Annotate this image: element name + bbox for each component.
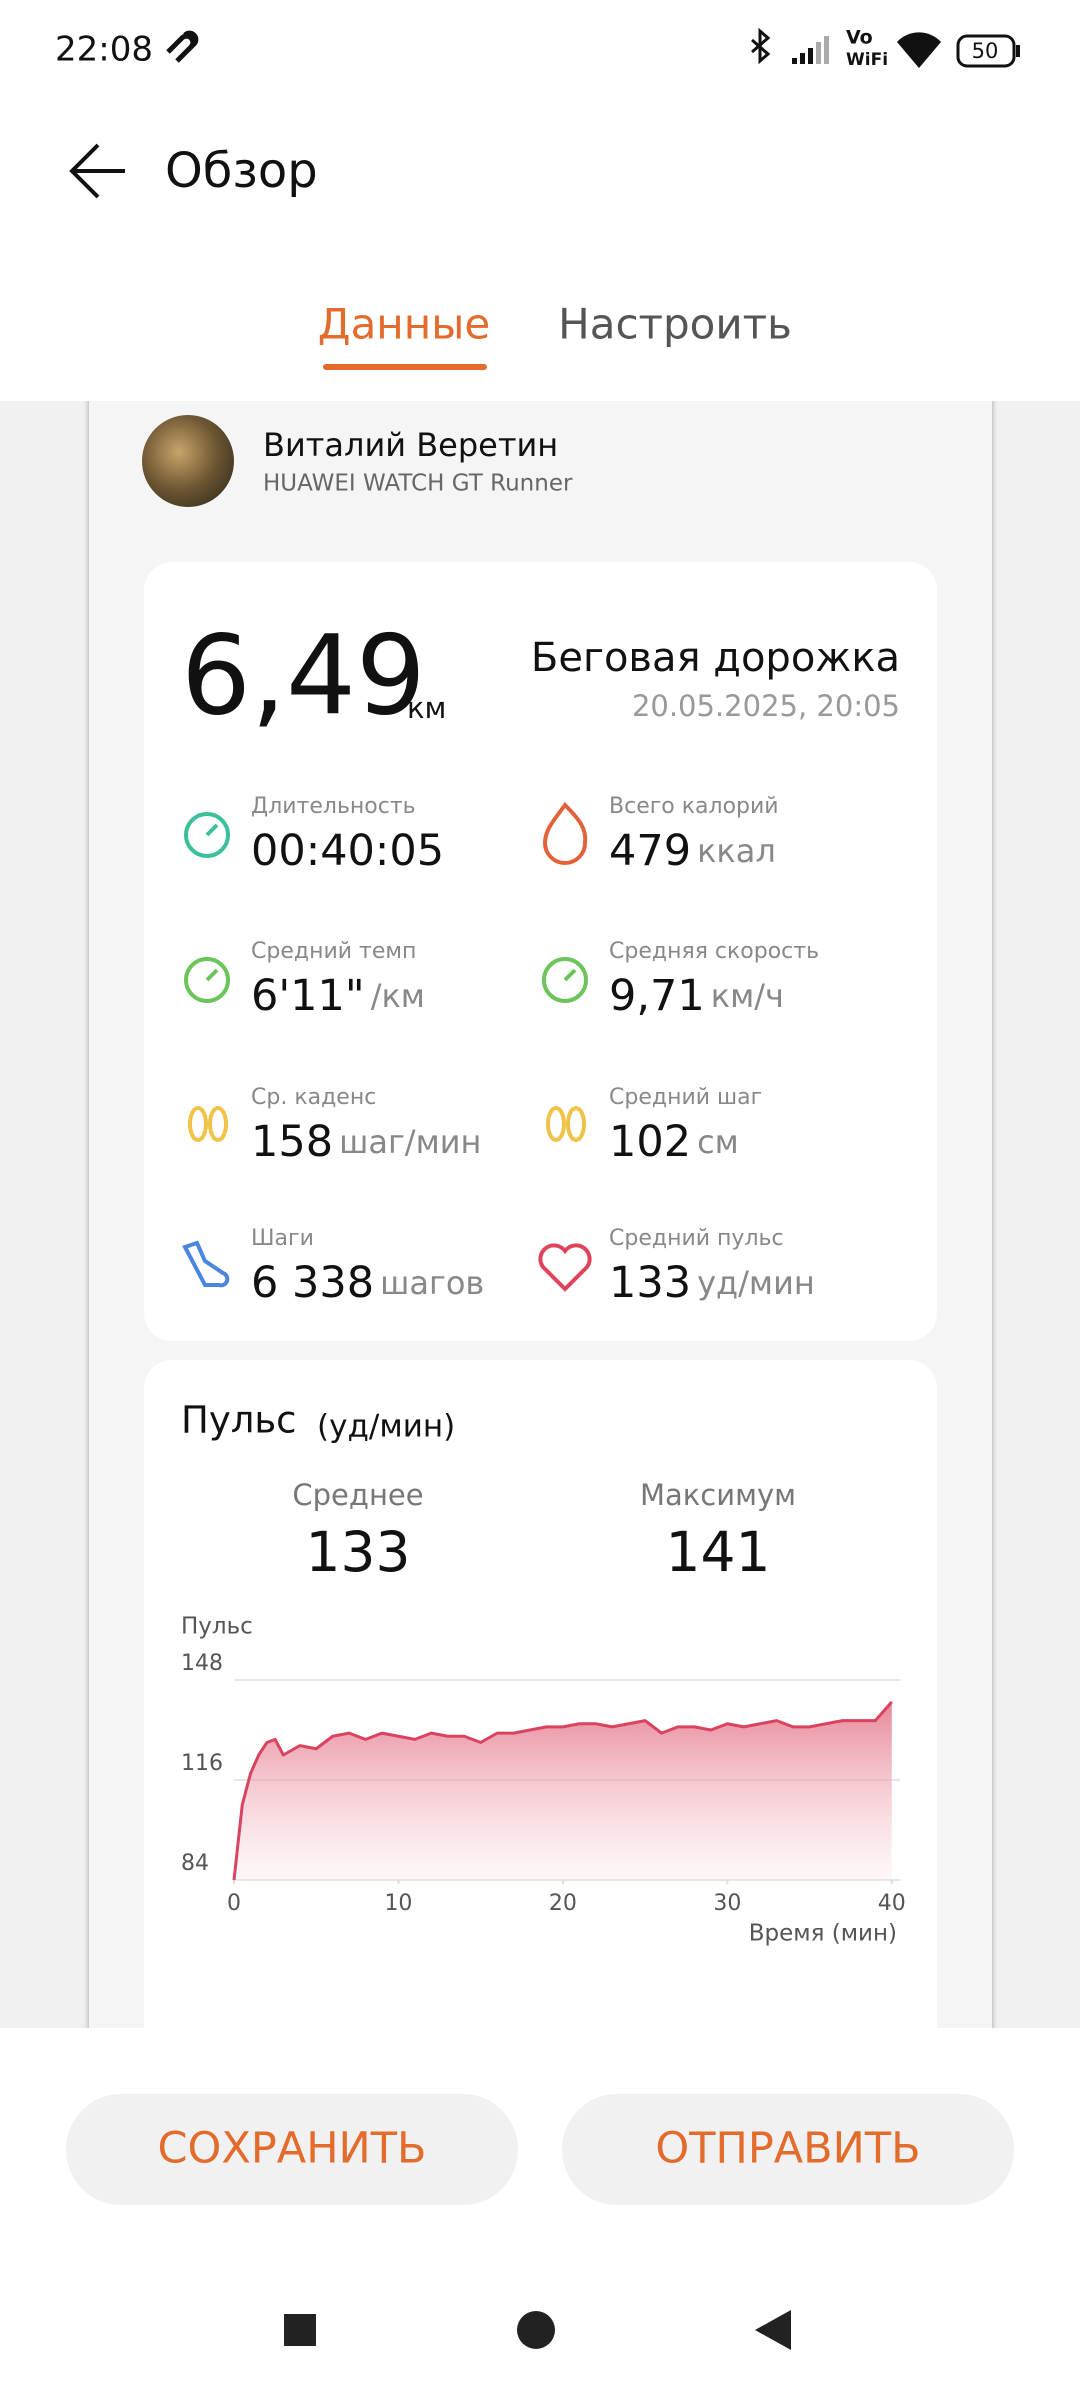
metric-label: Средний пульс <box>609 1226 784 1251</box>
metric-number: 00:40:05 <box>251 826 444 876</box>
nav-back[interactable] <box>755 2310 791 2350</box>
vo-label: Vo <box>846 27 873 49</box>
avg-value: 133 <box>306 1520 411 1584</box>
x-tick-label: 30 <box>713 1891 741 1916</box>
metric-label: Всего калорий <box>609 794 779 819</box>
battery-icon <box>956 34 1016 68</box>
metric-unit: ккал <box>697 832 776 870</box>
metric-number: 133 <box>609 1258 691 1308</box>
metric-icon <box>205 968 219 982</box>
page-title: Обзор <box>165 143 318 199</box>
back-button[interactable] <box>69 143 125 199</box>
tab[interactable]: Настроить <box>558 300 792 349</box>
metric-icon <box>566 1106 586 1142</box>
metric-icon <box>205 823 219 837</box>
nav-home[interactable] <box>517 2311 555 2349</box>
y-tick-label: 84 <box>181 1851 209 1876</box>
metric-number: 6'11" <box>251 971 365 1021</box>
x-tick-label: 10 <box>384 1891 412 1916</box>
metric-icon <box>182 1240 230 1288</box>
metric-icon <box>184 812 230 858</box>
y-tick-label: 116 <box>181 1751 223 1776</box>
metric-icon <box>546 1106 566 1142</box>
nav-recents[interactable] <box>284 2314 316 2346</box>
battery-level: 50 <box>972 39 999 63</box>
metric-number: 6 338 <box>251 1258 374 1308</box>
metric-unit: см <box>697 1123 739 1161</box>
pulse-title: Пульс <box>181 1399 297 1442</box>
pulse-line <box>232 1700 893 1881</box>
area-fill <box>234 1701 892 1880</box>
metric-icon <box>184 957 230 1003</box>
device-name: HUAWEI WATCH GT Runner <box>263 471 573 497</box>
send-button[interactable] <box>562 2094 1014 2205</box>
metric-number: 9,71 <box>609 971 705 1021</box>
metrics: Длительность 00:40:05 Всего калорий 479 ккал… <box>182 794 819 1308</box>
pulse-panel <box>144 1360 937 2060</box>
activity: Беговая дорожка <box>531 635 900 681</box>
metric-value: 9,71 км/ч <box>609 971 784 1021</box>
metric-value: 479 ккал <box>609 826 776 876</box>
metric-value: 158 шаг/мин <box>251 1117 481 1167</box>
max-label: Максимум <box>640 1478 796 1512</box>
wifi-icon <box>897 32 941 68</box>
save-button[interactable] <box>66 2094 518 2205</box>
metric-label: Средний шаг <box>609 1085 762 1110</box>
metric-unit: уд/мин <box>697 1264 815 1302</box>
metric-unit: шагов <box>380 1264 484 1302</box>
app-icon <box>166 30 199 63</box>
metric-label: Шаги <box>251 1226 314 1251</box>
top-bar <box>0 0 1080 401</box>
signal-icon <box>792 36 829 64</box>
metric-number: 102 <box>609 1117 691 1167</box>
tab-indicator <box>323 364 487 370</box>
bluetooth-icon <box>751 27 771 65</box>
metric-label: Средняя скорость <box>609 939 819 964</box>
activity-date: 20.05.2025, 20:05 <box>632 689 900 723</box>
summary-panel <box>144 562 937 1341</box>
status-time: 22:08 <box>55 30 153 70</box>
x-tick-label: 40 <box>878 1891 906 1916</box>
metric-label: Ср. каденс <box>251 1085 376 1110</box>
metric-value: 6 338 шагов <box>251 1258 484 1308</box>
pulse-chart: 84 116 148 0 10 20 30 40 <box>181 1651 906 1916</box>
x-tick-label: 20 <box>549 1891 577 1916</box>
metric-value: 6'11"/км <box>251 971 425 1021</box>
metric-icon <box>208 1106 228 1142</box>
metric-value: 00:40:05 <box>251 826 444 876</box>
metric-icon <box>563 968 577 982</box>
y-tick-label: 148 <box>181 1651 223 1676</box>
metric-value: 133 уд/мин <box>609 1258 815 1308</box>
x-tick-label: 0 <box>227 1891 241 1916</box>
wifi-label: WiFi <box>846 50 888 70</box>
max-value: 141 <box>666 1520 771 1584</box>
distance: 6,49 <box>181 611 426 739</box>
send-label[interactable]: ОТПРАВИТЬ <box>655 2124 920 2174</box>
metric-unit: шаг/мин <box>339 1123 481 1161</box>
pulse-unit: (уд/мин) <box>317 1409 455 1445</box>
metric-icon <box>542 957 588 1003</box>
tab-active[interactable]: Данные <box>318 300 490 349</box>
metric-value: 102 см <box>609 1117 739 1167</box>
metric-icon <box>538 1243 592 1292</box>
distance-unit: км <box>407 691 446 725</box>
metric-label: Длительность <box>251 794 416 819</box>
profile-name: Виталий Веретин <box>263 426 558 464</box>
avg-label: Среднее <box>292 1478 423 1512</box>
save-label[interactable]: СОХРАНИТЬ <box>158 2124 427 2174</box>
metric-number: 158 <box>251 1117 333 1167</box>
x-axis-title: Время (мин) <box>749 1921 897 1947</box>
metric-unit: /км <box>371 977 425 1015</box>
metric-unit: км/ч <box>711 977 784 1015</box>
metric-icon <box>542 801 588 865</box>
metric-label: Средний темп <box>251 939 416 964</box>
metric-icon <box>188 1106 208 1142</box>
battery-tip <box>1016 45 1020 57</box>
metric-number: 479 <box>609 826 691 876</box>
avatar <box>142 415 234 507</box>
y-axis-title: Пульс <box>181 1614 253 1640</box>
